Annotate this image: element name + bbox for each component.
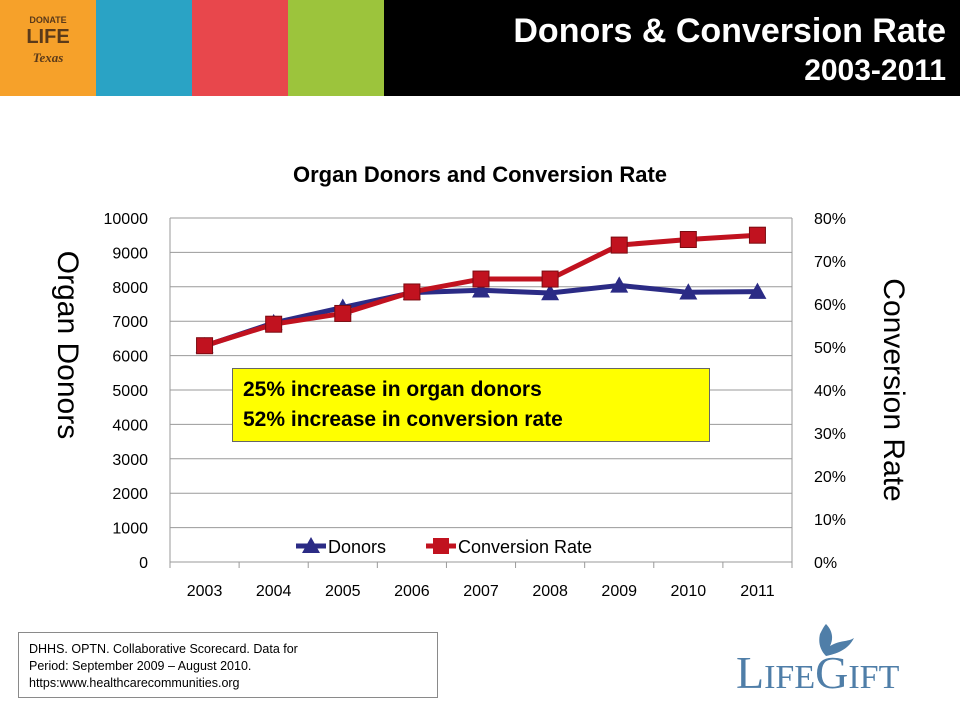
y-tick-label: 6000 — [112, 349, 148, 366]
y2-tick-label: 30% — [814, 426, 846, 443]
y-tick-label: 2000 — [112, 486, 148, 503]
conversion-rate-point — [748, 226, 766, 244]
logo-line3: Texas — [32, 50, 64, 65]
dove-icon — [819, 624, 854, 656]
donors-point — [610, 276, 629, 293]
y2-tick-label: 20% — [814, 469, 846, 486]
y-tick-label: 9000 — [112, 245, 148, 262]
increase-callout: 25% increase in organ donors 52% increas… — [232, 368, 710, 442]
source-citation: DHHS. OPTN. Collaborative Scorecard. Dat… — [18, 632, 438, 698]
stripe-red — [192, 0, 288, 96]
conversion-rate-point — [265, 315, 283, 333]
y-tick-label: 0 — [139, 555, 148, 572]
logo-line1: DONATE — [29, 15, 67, 25]
y2-tick-label: 60% — [814, 297, 846, 314]
y-tick-label: 5000 — [112, 383, 148, 400]
y2-tick-label: 50% — [814, 340, 846, 357]
conversion-rate-point — [541, 270, 559, 288]
donate-life-logo: DONATE LIFE Texas — [0, 0, 96, 96]
y-tick-label: 8000 — [112, 280, 148, 297]
legend-donors-label: Donors — [328, 537, 386, 557]
conversion-rate-point — [196, 337, 214, 355]
chart-title: Organ Donors and Conversion Rate — [293, 162, 667, 187]
y-tick-label: 3000 — [112, 452, 148, 469]
conversion-rate-point — [610, 236, 628, 254]
x-tick-label: 2007 — [463, 583, 499, 600]
stripe-green — [288, 0, 384, 96]
y-tick-label: 10000 — [104, 211, 149, 228]
conversion-rate-point — [679, 231, 697, 248]
y2-tick-label: 10% — [814, 512, 846, 529]
logo-line2: LIFE — [26, 26, 70, 48]
legend-conversion-rate-marker — [433, 538, 449, 554]
y-axis-label: Organ Donors — [51, 251, 84, 439]
legend-donors-marker — [302, 537, 320, 553]
callout-line2: 52% increase in conversion rate — [243, 408, 563, 431]
conversion-rate-point — [472, 270, 490, 288]
legend-conversion-rate-label: Conversion Rate — [458, 537, 592, 557]
source-line1: DHHS. OPTN. Collaborative Scorecard. Dat… — [29, 642, 298, 656]
x-tick-label: 2010 — [671, 583, 707, 600]
y2-tick-label: 0% — [814, 555, 837, 572]
y-tick-label: 7000 — [112, 314, 148, 331]
x-tick-label: 2006 — [394, 583, 430, 600]
y2-tick-label: 70% — [814, 254, 846, 271]
x-tick-label: 2003 — [187, 583, 223, 600]
donors-point — [748, 282, 767, 299]
source-line2: Period: September 2009 – August 2010. — [29, 659, 252, 673]
y2-tick-label: 80% — [814, 211, 846, 228]
lifegift-wordmark: LIFEGIFT — [736, 647, 900, 698]
x-tick-label: 2008 — [532, 583, 568, 600]
donors-point — [472, 281, 490, 298]
x-tick-label: 2009 — [601, 583, 637, 600]
conversion-rate-point — [403, 283, 421, 301]
x-tick-label: 2011 — [740, 583, 775, 600]
donors-point — [541, 283, 560, 301]
callout-line1: 25% increase in organ donors — [243, 378, 542, 401]
donors-conversion-chart: Organ Donors and Conversion Rate 0 1000 200… — [51, 162, 910, 600]
stripe-blue — [96, 0, 192, 96]
page-subtitle: 2003-2011 — [804, 54, 946, 87]
header-bar: DONATE LIFE Texas Donors & Conversion Ra… — [0, 0, 960, 96]
source-line3: https:www.healthcarecommunities.org — [29, 676, 240, 690]
y-tick-label: 4000 — [112, 417, 148, 434]
donors-point — [679, 283, 698, 300]
y2-tick-label: 40% — [814, 383, 846, 400]
conversion-rate-point — [334, 304, 352, 322]
y2-axis-label: Conversion Rate — [877, 278, 910, 501]
lifegift-logo: LIFEGIFT — [708, 620, 944, 700]
x-tick-label: 2005 — [325, 583, 361, 600]
y-tick-label: 1000 — [112, 521, 148, 538]
x-tick-label: 2004 — [256, 583, 292, 600]
page-title: Donors & Conversion Rate — [513, 12, 946, 50]
